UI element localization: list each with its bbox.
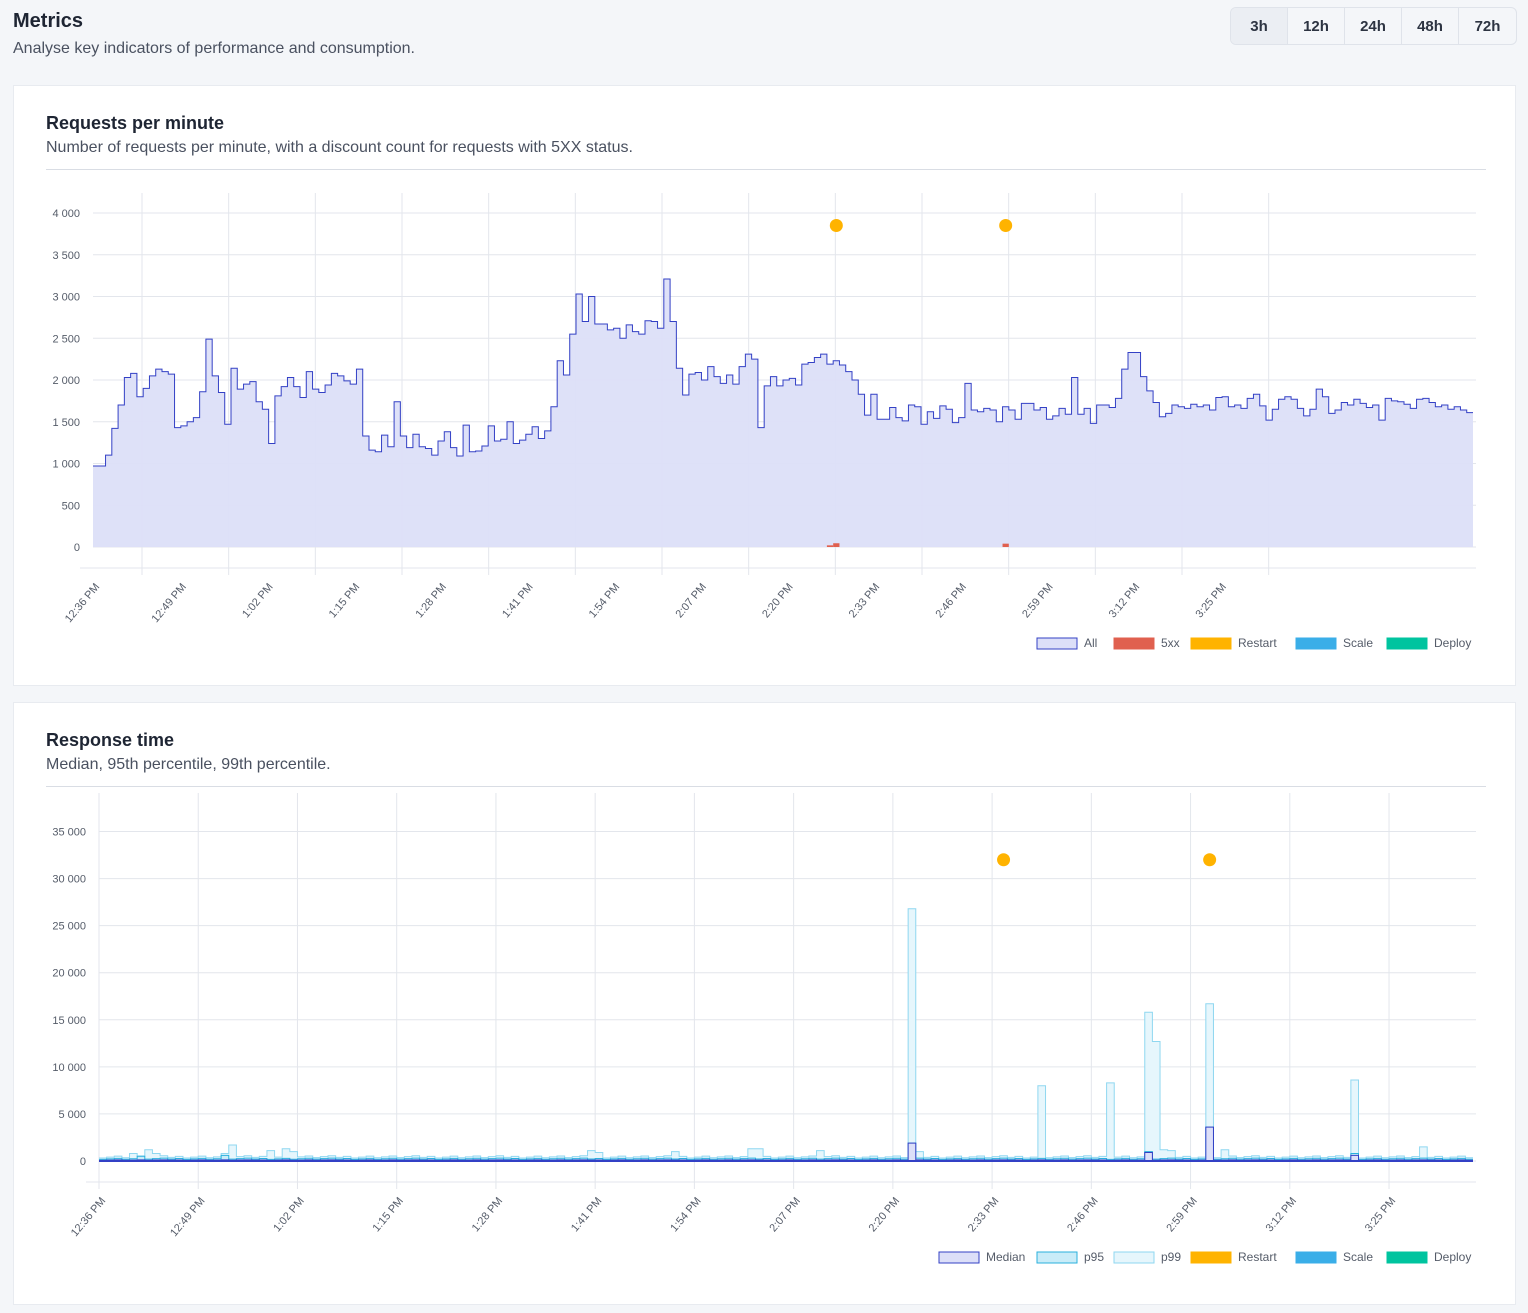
requests-subtitle: Number of requests per minute, with a di… <box>46 139 633 156</box>
requests-card: Requests per minute Number of requests p… <box>13 85 1516 686</box>
restart-event-dot <box>829 219 843 233</box>
y-tick-label: 30 000 <box>52 874 86 886</box>
y-tick-label: 15 000 <box>52 1015 86 1027</box>
y-tick-label: 35 000 <box>52 827 86 839</box>
x-tick-label: 1:28 PM <box>413 581 449 620</box>
requests-title: Requests per minute <box>46 113 225 133</box>
x-tick-label: 2:20 PM <box>760 581 796 620</box>
x-tick-label: 3:25 PM <box>1363 1195 1399 1234</box>
y-tick-label: 0 <box>74 542 80 554</box>
x-tick-label: 3:12 PM <box>1107 581 1143 620</box>
legend-label-5xx: 5xx <box>1161 636 1180 650</box>
legend-swatch-all <box>1036 637 1078 650</box>
x-tick-label: 1:15 PM <box>327 581 363 620</box>
x-tick-label: 2:59 PM <box>1020 581 1056 620</box>
x-tick-label: 2:46 PM <box>933 581 969 620</box>
range-24h-button[interactable]: 24h <box>1345 8 1402 44</box>
legend-swatch-scale <box>1295 637 1337 650</box>
y-tick-label: 2 000 <box>52 375 80 387</box>
y-tick-label: 1 500 <box>52 417 80 429</box>
restart-event-dot <box>999 219 1013 233</box>
legend-label-median: Median <box>986 1250 1025 1264</box>
response-chart: 0 5 000 10 000 15 000 20 000 25 000 30 000 35 0… <box>52 793 1476 1264</box>
page-title: Metrics <box>13 10 84 32</box>
x-tick-label: 1:02 PM <box>271 1195 307 1234</box>
y-tick-label: 5 000 <box>58 1109 86 1121</box>
y-tick-label: 25 000 <box>52 921 86 933</box>
series-all-area <box>93 278 1473 547</box>
legend-label-p95: p95 <box>1084 1250 1104 1264</box>
x-tick-label: 2:33 PM <box>847 581 883 620</box>
legend-label-deploy: Deploy <box>1434 1250 1471 1264</box>
x-tick-label: 1:54 PM <box>587 581 623 620</box>
response-divider <box>46 786 1486 787</box>
page-header: Metrics Analyse key indicators of perfor… <box>13 8 415 60</box>
x-tick-label: 2:33 PM <box>966 1195 1002 1234</box>
response-title: Response time <box>46 730 175 750</box>
series-5xx-bar <box>1002 543 1009 547</box>
legend-swatch-scale <box>1295 1251 1337 1264</box>
legend-swatch-deploy <box>1386 1251 1428 1264</box>
x-tick-label: 1:54 PM <box>668 1195 704 1234</box>
x-tick-label: 3:12 PM <box>1264 1195 1300 1234</box>
page-subtitle: Analyse key indicators of performance an… <box>13 40 415 57</box>
legend-label-restart: Restart <box>1238 636 1277 650</box>
response-card: Response time Median, 95th percentile, 9… <box>13 702 1516 1305</box>
requests-chart: 0 500 1 000 1 500 2 000 2 500 3 000 3 500 4 000 1… <box>52 193 1476 650</box>
range-48h-button[interactable]: 48h <box>1402 8 1459 44</box>
series-5xx-bar <box>833 543 840 547</box>
y-tick-label: 4 000 <box>52 208 80 220</box>
y-tick-label: 1 000 <box>52 459 80 471</box>
x-tick-label: 12:49 PM <box>150 581 189 625</box>
x-tick-label: 2:20 PM <box>867 1195 903 1234</box>
response-subtitle: Median, 95th percentile, 99th percentile… <box>46 756 331 773</box>
restart-event-dot <box>1203 853 1217 867</box>
legend-swatch-deploy <box>1386 637 1428 650</box>
x-tick-label: 12:49 PM <box>168 1195 207 1239</box>
series-median-line <box>99 1126 1473 1161</box>
restart-event-dot <box>997 853 1011 867</box>
x-tick-label: 1:41 PM <box>500 581 536 620</box>
legend-swatch-restart <box>1190 1251 1232 1264</box>
y-tick-label: 10 000 <box>52 1062 86 1074</box>
legend-label-deploy: Deploy <box>1434 636 1471 650</box>
x-tick-label: 3:25 PM <box>1193 581 1229 620</box>
x-tick-label: 2:59 PM <box>1164 1195 1200 1234</box>
legend-label-p99: p99 <box>1161 1250 1181 1264</box>
range-72h-button[interactable]: 72h <box>1459 8 1516 44</box>
y-tick-label: 2 500 <box>52 333 80 345</box>
legend-label-all: All <box>1084 636 1097 650</box>
legend-label-scale: Scale <box>1343 1250 1373 1264</box>
x-tick-label: 1:02 PM <box>240 581 276 620</box>
legend-label-restart: Restart <box>1238 1250 1277 1264</box>
y-tick-label: 3 500 <box>52 250 80 262</box>
series-5xx-bar <box>826 545 834 547</box>
x-tick-label: 12:36 PM <box>63 581 102 625</box>
legend-swatch-p95 <box>1036 1251 1078 1264</box>
series-p99-area <box>99 908 1473 1161</box>
x-tick-label: 2:46 PM <box>1065 1195 1101 1234</box>
legend-swatch-p99 <box>1113 1251 1155 1264</box>
series-p99-line <box>99 908 1473 1159</box>
series-all-line <box>93 278 1473 467</box>
x-tick-label: 1:15 PM <box>370 1195 406 1234</box>
series-p95-line <box>99 1126 1473 1160</box>
legend-swatch-median <box>938 1251 980 1264</box>
time-range-selector: 3h 12h 24h 48h 72h <box>1230 7 1517 45</box>
x-tick-label: 1:41 PM <box>569 1195 605 1234</box>
legend-swatch-5xx <box>1113 637 1155 650</box>
range-3h-button[interactable]: 3h <box>1231 8 1288 44</box>
y-tick-label: 20 000 <box>52 968 86 980</box>
legend-swatch-restart <box>1190 637 1232 650</box>
x-tick-label: 2:07 PM <box>673 581 709 620</box>
x-tick-label: 1:28 PM <box>470 1195 506 1234</box>
x-tick-label: 12:36 PM <box>69 1195 108 1239</box>
legend-label-scale: Scale <box>1343 636 1373 650</box>
x-tick-label: 2:07 PM <box>767 1195 803 1234</box>
y-tick-label: 3 000 <box>52 292 80 304</box>
requests-divider <box>46 169 1486 170</box>
y-tick-label: 500 <box>62 500 80 512</box>
y-tick-label: 0 <box>80 1156 86 1168</box>
range-12h-button[interactable]: 12h <box>1288 8 1345 44</box>
